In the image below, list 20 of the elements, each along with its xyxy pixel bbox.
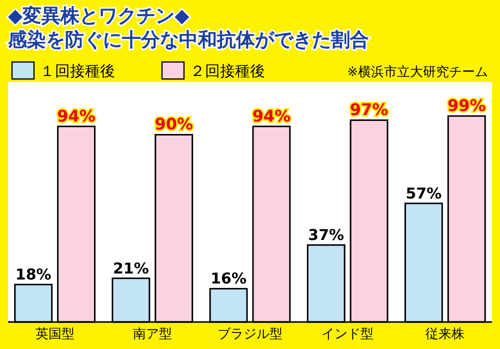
data-label: 37% — [308, 226, 344, 244]
data-label: 97% — [350, 100, 388, 120]
data-label: 57% — [406, 184, 442, 202]
x-tick-label: 南ア型 — [132, 327, 172, 342]
data-label: 94% — [57, 106, 96, 126]
x-tick-label: 従来株 — [426, 327, 465, 342]
data-label: 99% — [447, 96, 486, 115]
legend-label: １回接種後 — [40, 62, 115, 80]
chart-subtitle: 感染を防ぐに十分な中和抗体ができた割合 — [7, 29, 369, 51]
data-label: 90% — [154, 114, 194, 134]
data-label: 18% — [15, 266, 52, 284]
x-tick-label: 英国型 — [35, 327, 74, 342]
data-label: 16% — [210, 270, 246, 288]
text: ※横浜市立大研究チーム — [347, 64, 488, 80]
legend-label: ２回接種後 — [190, 62, 265, 80]
chart-title: ◆変異株とワクチン◆ — [8, 5, 190, 27]
data-label: 94% — [252, 106, 291, 126]
x-tick-label: ブラジル型 — [218, 327, 282, 342]
data-label: 21% — [113, 259, 149, 278]
x-tick-label: インド型 — [322, 327, 374, 342]
